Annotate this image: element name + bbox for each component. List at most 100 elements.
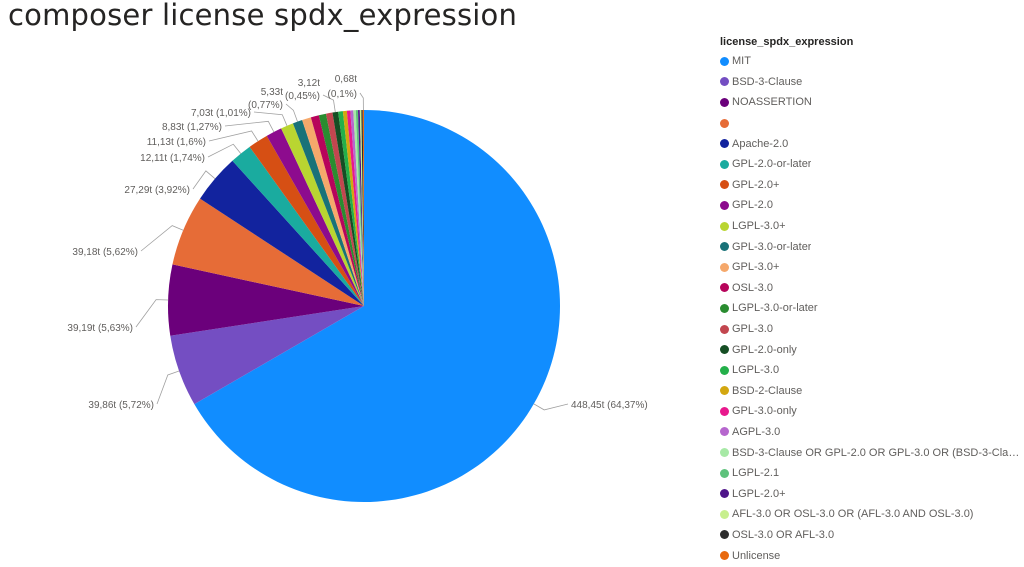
legend-item[interactable]: OSL-3.0 [720,278,1020,299]
legend-label: GPL-2.0 [732,199,773,212]
leader-line [359,92,364,111]
pie-slice[interactable] [172,198,364,306]
pie-slice[interactable] [310,115,364,306]
leader-line [192,170,216,190]
legend-item[interactable]: Unlicense [720,545,1020,566]
legend-color-dot [720,56,729,66]
pie-slice[interactable] [232,146,364,306]
leader-line [140,225,184,252]
leader-line [156,370,180,405]
pie-slice[interactable] [346,110,364,306]
pie-slice[interactable] [266,128,364,306]
legend-label: MIT [732,55,751,68]
legend-label: GPL-3.0 [732,323,773,336]
pie-slice[interactable] [353,110,364,306]
legend-color-dot [720,448,729,458]
legend-label: LGPL-3.0 [732,364,780,377]
pie-slice[interactable] [361,110,364,306]
legend-color-dot [720,509,729,519]
data-label: 448,45t (64,37%) [571,400,648,411]
leader-line [322,94,336,113]
pie-slice[interactable] [167,264,364,336]
legend-item[interactable]: LGPL-2.0+ [720,483,1020,504]
legend-item[interactable]: NOASSERTION [720,92,1020,113]
legend-item[interactable]: GPL-2.0+ [720,175,1020,196]
legend-color-dot [720,530,729,540]
pie-slice[interactable] [362,109,364,306]
pie-slice[interactable] [194,110,561,502]
legend-color-dot [720,551,729,561]
legend-label: OSL-3.0 OR AFL-3.0 [732,528,835,541]
leader-line [224,120,275,133]
data-label: 12,11t (1,74%) [140,153,205,164]
legend-item[interactable]: GPL-3.0 [720,319,1020,340]
data-label: 5,33t (0,77%) [248,87,283,111]
legend-label: LGPL-3.0-or-later [732,302,818,315]
legend-color-dot [720,468,729,478]
leader-line [135,299,169,328]
legend-item[interactable]: GPL-3.0-or-later [720,236,1020,257]
legend-item[interactable]: LGPL-3.0 [720,360,1020,381]
pie-slice[interactable] [292,120,364,306]
legend-item[interactable]: LGPL-2.1 [720,463,1020,484]
legend-label: GPL-2.0+ [732,178,780,191]
data-label: 8,83t (1,27%) [162,122,222,133]
pie-slice[interactable] [170,306,364,405]
legend-item[interactable]: MIT [720,51,1020,72]
legend-color-dot [720,324,729,334]
data-label: 27,29t (3,92%) [124,185,190,196]
data-label: 39,86t (5,72%) [88,400,154,411]
legend-item[interactable]: LGPL-3.0+ [720,216,1020,237]
legend-item[interactable]: Apache-2.0 [720,133,1020,154]
legend-color-dot [720,242,729,252]
legend-label: OSL-3.0 [732,281,773,294]
pie-slice[interactable] [355,110,364,306]
legend-item[interactable]: GPL-2.0 [720,195,1020,216]
legend-item[interactable]: LGPL-3.0-or-later [720,298,1020,319]
pie-slice[interactable] [318,113,364,306]
chart-title: composer license spdx_expression [8,0,518,32]
legend-label: Unlicense [732,549,781,562]
legend-title: license_spdx_expression [720,36,854,48]
pie-slice[interactable] [350,110,364,306]
legend-item[interactable]: BSD-3-Clause OR GPL-2.0 OR GPL-3.0 OR (B… [720,442,1020,463]
legend-color-dot [720,386,729,396]
legend-item[interactable]: BSD-2-Clause [720,381,1020,402]
legend-item[interactable]: GPL-2.0-only [720,339,1020,360]
pie-slice[interactable] [358,110,364,306]
pie-slice[interactable] [342,110,364,306]
legend: license_spdx_expression MIT BSD-3-Clause N… [720,33,1020,566]
legend-color-dot [720,303,729,313]
pie-slice[interactable] [325,112,364,306]
pie-slice[interactable] [359,110,364,307]
legend-item[interactable]: GPL-2.0-or-later [720,154,1020,175]
leader-line [208,130,259,142]
pie-slice[interactable] [302,117,364,306]
legend-color-dot [720,118,729,128]
legend-item[interactable]: GPL-3.0-only [720,401,1020,422]
legend-color-dot [720,365,729,375]
legend-color-dot [720,77,729,87]
legend-item[interactable]: GPL-3.0+ [720,257,1020,278]
legend-color-dot [720,200,729,210]
pie-slice[interactable] [332,111,364,306]
legend-color-dot [720,489,729,499]
data-label: 7,03t (1,01%) [191,108,251,119]
pie-slice[interactable] [200,160,364,306]
pie-slice[interactable] [338,111,364,307]
pie-chart: 448,45t (64,37%) 39,86t (5,72%) 39,19t (5,… [67,74,648,502]
legend-item[interactable]: BSD-3-Clause [720,72,1020,93]
legend-label: LGPL-3.0+ [732,220,786,233]
legend-label: NOASSERTION [732,96,812,109]
legend-item[interactable]: AGPL-3.0 [720,422,1020,443]
legend-item[interactable]: AFL-3.0 OR OSL-3.0 OR (AFL-3.0 AND OSL-3… [720,504,1020,525]
pie-slice[interactable] [249,135,364,306]
pie-slice[interactable] [281,123,364,306]
legend-label: Apache-2.0 [732,137,789,150]
leader-line [285,103,298,122]
legend-item[interactable]: OSL-3.0 OR AFL-3.0 [720,525,1020,546]
legend-color-dot [720,221,729,231]
data-label: 0,68t (0,1%) [328,74,358,100]
legend-item[interactable] [720,113,1020,134]
legend-label: BSD-2-Clause [732,384,803,397]
